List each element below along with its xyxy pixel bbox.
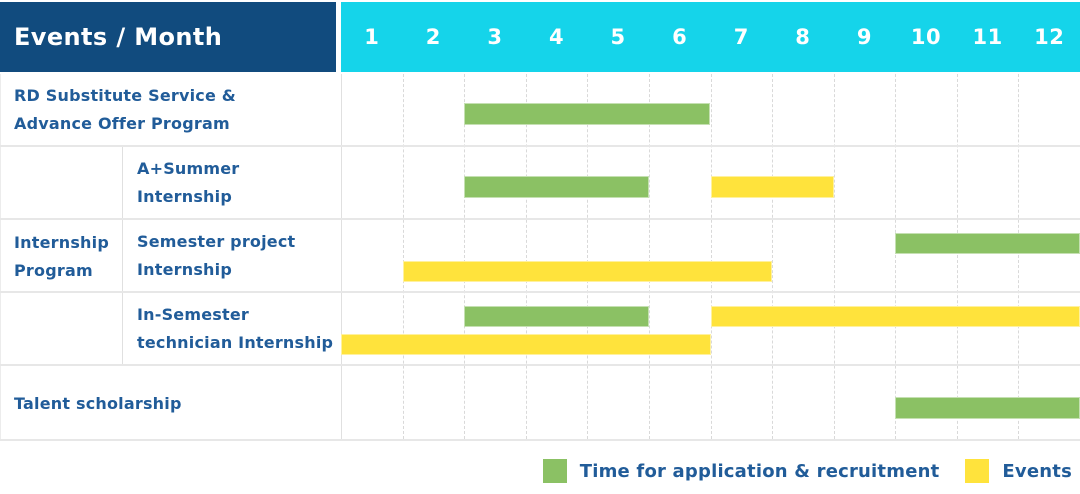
bar-event	[710, 306, 1080, 327]
month-gridline	[895, 74, 897, 439]
month-gridline	[1018, 74, 1020, 439]
month-label: 4	[548, 25, 565, 49]
row-label-in-semester-technician-internship: In-Semester technician Internship	[123, 293, 341, 364]
legend-label-events: Events	[1002, 460, 1072, 482]
month-gridline	[710, 74, 712, 439]
row-label-line: Advance Offer Program	[14, 113, 230, 133]
bar-recruitment	[464, 103, 711, 125]
header-title: Events / Month	[14, 23, 223, 51]
label-chart-divider	[341, 74, 342, 439]
month-label: 6	[672, 25, 688, 49]
row-divider	[0, 218, 1080, 220]
month-label: 8	[795, 25, 811, 49]
row-label-line: Internship	[137, 186, 232, 206]
month-gridline	[833, 74, 835, 439]
row-label-line: In-Semester	[137, 304, 249, 324]
legend-item-events: Events	[965, 459, 1072, 483]
bar-recruitment	[895, 397, 1080, 419]
month-label: 9	[856, 25, 872, 49]
row-label-line: RD Substitute Service &	[14, 85, 236, 105]
month-label: 10	[910, 25, 942, 49]
month-label: 5	[610, 25, 626, 49]
events-swatch-icon	[965, 459, 990, 483]
legend-label-recruitment: Time for application & recruitment	[579, 460, 940, 482]
legend: Time for application & recruitment Event…	[542, 459, 1072, 483]
month-gridline	[648, 74, 650, 439]
row-label-line: technician Internship	[137, 332, 334, 352]
bar-recruitment	[464, 306, 649, 327]
month-gridline	[402, 74, 404, 439]
month-label: 3	[487, 25, 503, 49]
month-label: 2	[425, 25, 441, 49]
row-divider	[0, 145, 1080, 147]
row-divider	[0, 364, 1080, 366]
row-label-rd-substitute: RD Substitute Service & Advance Offer Pr…	[0, 74, 341, 145]
bar-recruitment	[464, 176, 649, 198]
bar-recruitment	[895, 233, 1080, 254]
month-gridline	[525, 74, 527, 439]
row-label-line: A+Summer	[137, 158, 240, 178]
month-label: 1	[364, 25, 380, 49]
bar-event	[341, 334, 711, 355]
group-label-line: Internship	[14, 232, 109, 252]
row-label-talent-scholarship: Talent scholarship	[0, 368, 341, 439]
month-label: 7	[733, 25, 749, 49]
recruitment-swatch-icon	[542, 459, 567, 483]
bar-event	[710, 176, 834, 198]
row-label-line: Talent scholarship	[14, 393, 182, 413]
group-label-line: Program	[14, 260, 93, 280]
month-label: 11	[972, 25, 1003, 49]
legend-item-recruitment: Time for application & recruitment	[542, 459, 940, 483]
month-gridline	[772, 74, 774, 439]
month-gridline	[956, 74, 958, 439]
month-gridline	[464, 74, 466, 439]
row-divider	[0, 291, 1080, 293]
row-group-label-internship-program: Internship Program	[0, 147, 123, 366]
row-label-line: Internship	[137, 259, 232, 279]
row-divider	[0, 439, 1080, 441]
header-events-month-cell: Events / Month	[0, 2, 336, 72]
bar-event	[402, 261, 773, 282]
row-label-a-plus-summer-internship: A+Summer Internship	[123, 147, 341, 218]
month-label: 12	[1034, 25, 1065, 49]
row-label-semester-project-internship: Semester project Internship	[123, 220, 341, 291]
month-gridline	[587, 74, 589, 439]
header-months-band	[341, 2, 1080, 72]
row-label-line: Semester project	[137, 231, 296, 251]
